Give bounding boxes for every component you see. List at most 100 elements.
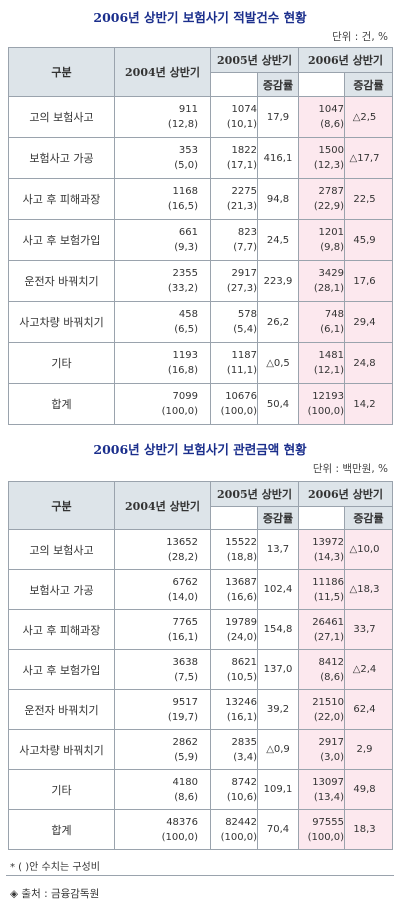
cell-2006: 13972 (14,3) xyxy=(298,529,345,570)
value-2005: 13246 xyxy=(225,696,257,708)
cell-2005: 10676 (100,0) xyxy=(210,383,258,425)
table1-title: 2006년 상반기 보험사기 적발건수 현황 xyxy=(93,10,307,25)
rate-2006: 14,2 xyxy=(344,383,393,425)
share-2006: (28,1) xyxy=(313,283,344,294)
cell-2006: 26461 (27,1) xyxy=(298,609,345,650)
share-2004: (16,8) xyxy=(167,365,198,376)
value-2004: 1168 xyxy=(172,186,198,197)
value-2005: 15522 xyxy=(225,536,257,548)
header-2005: 2005년 상반기 xyxy=(210,47,299,73)
row-label: 사고차량 바꿔치기 xyxy=(8,301,115,343)
cell-2004: 2862 (5,9) xyxy=(114,729,211,770)
rate-2006: 17,6 xyxy=(344,260,393,302)
cell-2006: 1500 (12,3) xyxy=(298,137,345,179)
rate-2005: 137,0 xyxy=(257,649,299,690)
rate-2005: 154,8 xyxy=(257,609,299,650)
cell-2004: 13652 (28,2) xyxy=(114,529,211,570)
cell-2004: 458 (6,5) xyxy=(114,301,211,343)
value-2006: 11186 xyxy=(312,576,344,588)
header-2006-blank xyxy=(298,506,345,530)
share-2005: (10,1) xyxy=(226,119,257,130)
rate-2006: 18,3 xyxy=(344,809,393,850)
header-2005: 2005년 상반기 xyxy=(210,481,299,507)
table-row: 사고 후 보험가입 661 (9,3) 823 (7,7) 24,5 1201 (9,8) 45… xyxy=(8,219,393,261)
cell-2005: 13687 (16,6) xyxy=(210,569,258,610)
rate-2005: 50,4 xyxy=(257,383,299,425)
value-2005: 1822 xyxy=(231,145,257,156)
rate-2006: △10,0 xyxy=(344,529,393,570)
value-2005: 8742 xyxy=(231,776,257,788)
cell-2005: 15522 (18,8) xyxy=(210,529,258,570)
table-row: 보험사고 가공 6762 (14,0) 13687 (16,6) 102,4 11186 (1… xyxy=(8,569,393,610)
share-2004: (33,2) xyxy=(167,283,198,294)
cell-2004: 1168 (16,5) xyxy=(114,178,211,220)
value-2005: 1187 xyxy=(231,350,257,361)
cell-2004: 1193 (16,8) xyxy=(114,342,211,384)
cell-2004: 7765 (16,1) xyxy=(114,609,211,650)
value-2006: 1201 xyxy=(318,227,344,238)
row-label: 고의 보험사고 xyxy=(8,529,115,570)
share-2005: (16,1) xyxy=(226,711,257,723)
value-2004: 911 xyxy=(178,104,198,115)
rate-2006: 49,8 xyxy=(344,769,393,810)
cell-2005: 1822 (17,1) xyxy=(210,137,258,179)
value-2006: 26461 xyxy=(312,616,344,628)
share-2005: (16,6) xyxy=(226,591,257,603)
rate-2006: △18,3 xyxy=(344,569,393,610)
rate-2006: 45,9 xyxy=(344,219,393,261)
cell-2006: 2917 (3,0) xyxy=(298,729,345,770)
cell-2005: 2275 (21,3) xyxy=(210,178,258,220)
share-2004: (5,0) xyxy=(174,160,198,171)
share-2004: (28,2) xyxy=(167,551,198,563)
table2-title: 2006년 상반기 보험사기 관련금액 현황 xyxy=(93,442,307,457)
cell-2006: 11186 (11,5) xyxy=(298,569,345,610)
cell-2005: 1074 (10,1) xyxy=(210,96,258,138)
header-2006: 2006년 상반기 xyxy=(298,481,393,507)
rate-2006: 2,9 xyxy=(344,729,393,770)
header-2005-rate-label: 증감률 xyxy=(257,506,299,530)
row-label: 합계 xyxy=(8,809,115,850)
value-2005: 1074 xyxy=(231,104,257,115)
share-2004: (19,7) xyxy=(167,711,198,723)
value-2004: 13652 xyxy=(166,536,198,548)
table1: 구분 2004년 상반기 2005년 상반기 2006년 상반기 증감률 증감률… xyxy=(8,47,393,425)
share-2006: (3,0) xyxy=(320,751,344,763)
table1-unit: 단위 : 건, % xyxy=(332,31,388,43)
value-2004: 2355 xyxy=(172,268,198,279)
header-2005-blank xyxy=(210,506,258,530)
rate-2006: 62,4 xyxy=(344,689,393,730)
share-2004: (9,3) xyxy=(174,242,198,253)
cell-2005: 1187 (11,1) xyxy=(210,342,258,384)
value-2004: 7099 xyxy=(172,391,198,402)
cell-2005: 578 (5,4) xyxy=(210,301,258,343)
value-2004: 48376 xyxy=(166,816,198,828)
table-row: 합계 7099 (100,0) 10676 (100,0) 50,4 12193 (100,0… xyxy=(8,383,393,425)
cell-2005: 19789 (24,0) xyxy=(210,609,258,650)
cell-2006: 748 (6,1) xyxy=(298,301,345,343)
table-row: 사고차량 바꿔치기 458 (6,5) 578 (5,4) 26,2 748 (6,1) 29,… xyxy=(8,301,393,343)
rate-2005: 109,1 xyxy=(257,769,299,810)
value-2004: 458 xyxy=(178,309,198,320)
share-2006: (11,5) xyxy=(313,591,344,603)
share-2004: (5,9) xyxy=(174,751,198,763)
cell-2004: 9517 (19,7) xyxy=(114,689,211,730)
divider xyxy=(6,875,394,876)
cell-2006: 1201 (9,8) xyxy=(298,219,345,261)
value-2006: 2917 xyxy=(318,736,344,748)
row-label: 고의 보험사고 xyxy=(8,96,115,138)
header-2004: 2004년 상반기 xyxy=(114,481,211,530)
cell-2006: 97555 (100,0) xyxy=(298,809,345,850)
share-2004: (7,5) xyxy=(174,671,198,683)
value-2005: 2835 xyxy=(231,736,257,748)
table2-unit: 단위 : 백만원, % xyxy=(312,463,388,475)
rate-2006: 24,8 xyxy=(344,342,393,384)
table-row: 고의 보험사고 911 (12,8) 1074 (10,1) 17,9 1047 (8,6) △… xyxy=(8,96,393,138)
share-2005: (10,6) xyxy=(226,791,257,803)
share-2005: (100,0) xyxy=(220,831,257,843)
cell-2004: 911 (12,8) xyxy=(114,96,211,138)
header-2005-rate xyxy=(210,72,258,97)
table-row: 사고 후 피해과장 7765 (16,1) 19789 (24,0) 154,8 26461… xyxy=(8,609,393,650)
share-2004: (8,6) xyxy=(174,791,198,803)
source-note: ◈ 출처 : 금융감독원 xyxy=(10,888,100,900)
value-2004: 3638 xyxy=(172,656,198,668)
